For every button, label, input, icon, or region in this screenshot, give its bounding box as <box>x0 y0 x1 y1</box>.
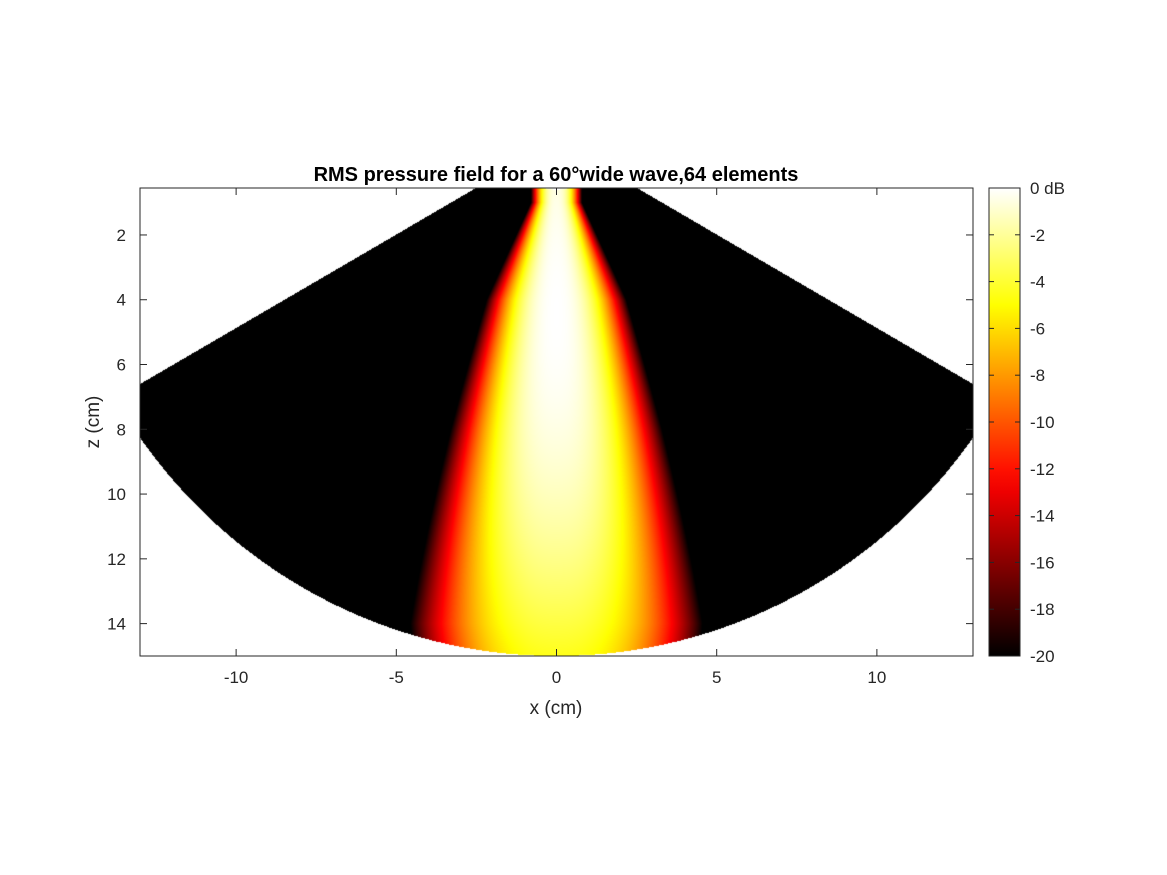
colorbar-tick-label: -16 <box>1030 553 1055 572</box>
x-tick-label: -10 <box>224 668 249 687</box>
colorbar-tick-label: -6 <box>1030 319 1045 338</box>
x-tick-labels: -10 -5 0 5 10 <box>224 668 887 687</box>
y-axis-label: z (cm) <box>83 396 104 449</box>
y-tick-label: 6 <box>117 356 126 375</box>
x-tick-label: 5 <box>712 668 721 687</box>
y-tick-labels: 2 4 6 8 10 12 14 <box>107 226 126 634</box>
y-tick-label: 12 <box>107 550 126 569</box>
x-tick-label: 0 <box>552 668 561 687</box>
y-tick-label: 10 <box>107 485 126 504</box>
colorbar-gradient <box>989 188 1020 656</box>
colorbar-tick-label: -12 <box>1030 460 1055 479</box>
colorbar-tick-label: 0 dB <box>1030 179 1065 198</box>
colorbar-tick-label: -2 <box>1030 226 1045 245</box>
pressure-field-heatmap <box>140 188 973 656</box>
colorbar-tick-label: -14 <box>1030 507 1055 526</box>
plot-area <box>139 187 974 657</box>
y-tick-label: 2 <box>117 226 126 245</box>
axes-ticks <box>140 188 973 656</box>
colorbar-box <box>988 187 1021 657</box>
colorbar-tick-label: -18 <box>1030 600 1055 619</box>
x-tick-label: -5 <box>389 668 404 687</box>
y-tick-label: 4 <box>117 291 126 310</box>
axes-box <box>139 187 974 657</box>
chart-title: RMS pressure field for a 60°wide wave,64… <box>314 164 799 186</box>
colorbar-tick-label: -20 <box>1030 647 1055 666</box>
colorbar-ticks <box>989 187 1020 657</box>
x-axis-label: x (cm) <box>530 698 583 719</box>
colorbar: 0 dB -2 -4 -6 -8 -10 -12 -14 -16 -18 -20 <box>988 179 1065 666</box>
y-tick-label: 14 <box>107 615 126 634</box>
y-tick-label: 8 <box>117 420 126 439</box>
x-tick-label: 10 <box>867 668 886 687</box>
colorbar-tick-label: -4 <box>1030 273 1045 292</box>
colorbar-tick-labels: 0 dB -2 -4 -6 -8 -10 -12 -14 -16 -18 -20 <box>1030 179 1065 666</box>
colorbar-tick-label: -8 <box>1030 366 1045 385</box>
colorbar-tick-label: -10 <box>1030 413 1055 432</box>
